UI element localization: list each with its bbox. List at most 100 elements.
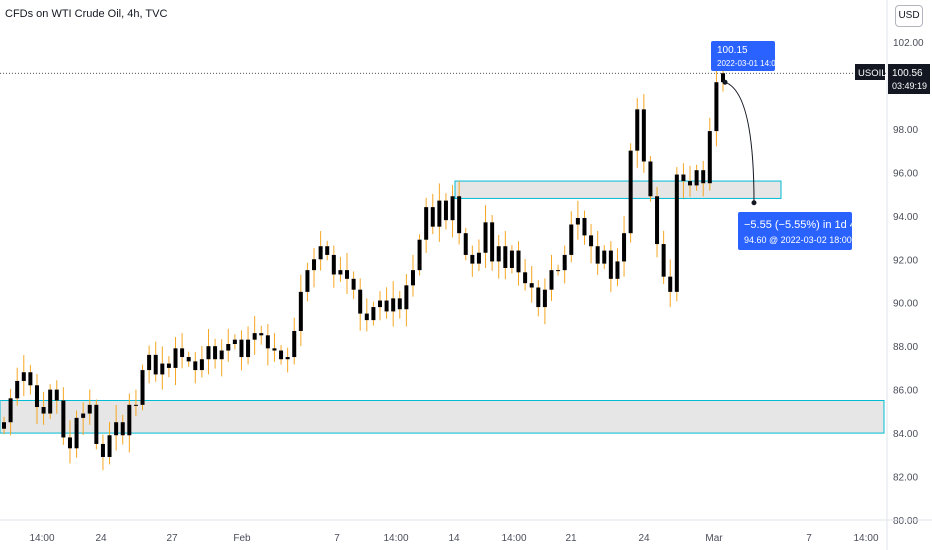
candle	[285, 347, 290, 373]
candle-body	[34, 385, 39, 408]
candle	[94, 399, 99, 450]
candle-body	[232, 339, 237, 345]
candle-body	[133, 404, 138, 406]
x-tick-label: 14:00	[29, 533, 54, 544]
candle	[2, 416, 6, 435]
candle	[61, 387, 66, 445]
candle	[259, 325, 264, 345]
candle	[120, 414, 125, 445]
candle-body	[219, 350, 224, 360]
candle	[21, 355, 26, 397]
candle	[345, 252, 350, 295]
candle-body	[193, 361, 198, 371]
candle-body	[410, 270, 415, 286]
candle	[582, 210, 587, 245]
candle	[714, 65, 719, 147]
y-tick-label: 90.00	[893, 299, 918, 310]
candle-body	[318, 246, 323, 260]
x-tick-label: 14:00	[501, 533, 526, 544]
candle-body	[54, 389, 59, 401]
candle-body	[701, 170, 706, 184]
candle-body	[443, 200, 448, 221]
candle-body	[648, 161, 653, 197]
candle-body	[15, 380, 20, 399]
candle-body	[94, 404, 99, 444]
candle	[622, 216, 627, 277]
price-tag-value: 100.56	[892, 68, 923, 79]
candle	[219, 339, 224, 377]
candle-body	[213, 346, 218, 360]
price-axis[interactable]: 102.00 98.00 96.00 94.00 92.00 90.00 88.00 86.0…	[855, 0, 930, 550]
candle-body	[312, 259, 317, 271]
projection-callout-text-1: 94.60 @ 2022-03-02 18:00	[744, 235, 852, 245]
x-tick-label: Mar	[705, 533, 723, 544]
price-tag-countdown: 03:49:19	[892, 81, 927, 91]
candle	[615, 248, 620, 287]
candle-body	[351, 278, 356, 290]
x-tick-label: 24	[95, 533, 107, 544]
candle-body	[21, 372, 26, 381]
candle	[186, 351, 191, 367]
projection-start-point	[722, 79, 728, 85]
candle-body	[569, 224, 574, 255]
candle	[681, 163, 686, 199]
candle	[628, 143, 633, 243]
candle	[437, 183, 442, 242]
zone-1	[0, 399, 885, 434]
candle	[536, 280, 541, 317]
candle-body	[166, 363, 171, 368]
candle	[417, 234, 422, 276]
candle-body	[153, 354, 158, 375]
candle-body	[516, 250, 521, 273]
candle-body	[377, 300, 382, 308]
chart-title: CFDs on WTI Crude Oil, 4h, TVC	[5, 8, 168, 20]
price-tag-bg	[888, 64, 930, 94]
candle	[173, 337, 178, 386]
candle	[193, 352, 198, 384]
x-tick-label: 7	[806, 533, 812, 544]
candle	[371, 301, 376, 326]
candle	[206, 329, 211, 375]
candle	[166, 356, 171, 378]
candle-body	[41, 407, 46, 414]
candle	[655, 186, 660, 258]
candle	[496, 234, 501, 279]
y-tick-label: 86.00	[893, 386, 918, 397]
candle-body	[384, 300, 389, 312]
candle	[457, 181, 462, 245]
candle-body	[371, 307, 376, 321]
candle	[133, 389, 138, 417]
candle	[239, 330, 244, 371]
candle-body	[114, 422, 119, 436]
candle	[41, 391, 46, 425]
candle	[549, 254, 554, 301]
candle	[575, 200, 580, 240]
candle-body	[668, 276, 673, 292]
candle-body	[641, 109, 646, 162]
candle-body	[674, 174, 679, 292]
time-axis[interactable]: 14:00 24 27 Feb 7 14:00 14 14:00 21 24 Mar 7 14:00	[0, 519, 932, 544]
candle	[199, 345, 204, 378]
candle-body	[721, 73, 725, 83]
candle-body	[345, 270, 350, 279]
candle	[470, 245, 475, 277]
candle-body	[226, 344, 231, 351]
candle-body	[509, 250, 514, 268]
candle	[318, 231, 323, 271]
candle-body	[437, 200, 442, 227]
candle	[127, 393, 132, 453]
candle	[503, 231, 508, 280]
candle-body	[575, 217, 580, 225]
y-tick-label: 96.00	[893, 168, 918, 179]
candle-body	[450, 196, 455, 221]
candle	[153, 341, 158, 382]
candle-body	[635, 109, 640, 151]
candle-body	[589, 235, 594, 247]
candle	[443, 193, 448, 230]
candle	[529, 266, 534, 303]
currency-button[interactable]: USD	[895, 5, 923, 27]
candle-body	[608, 250, 613, 279]
candle-body	[483, 222, 488, 253]
candle	[34, 373, 39, 425]
